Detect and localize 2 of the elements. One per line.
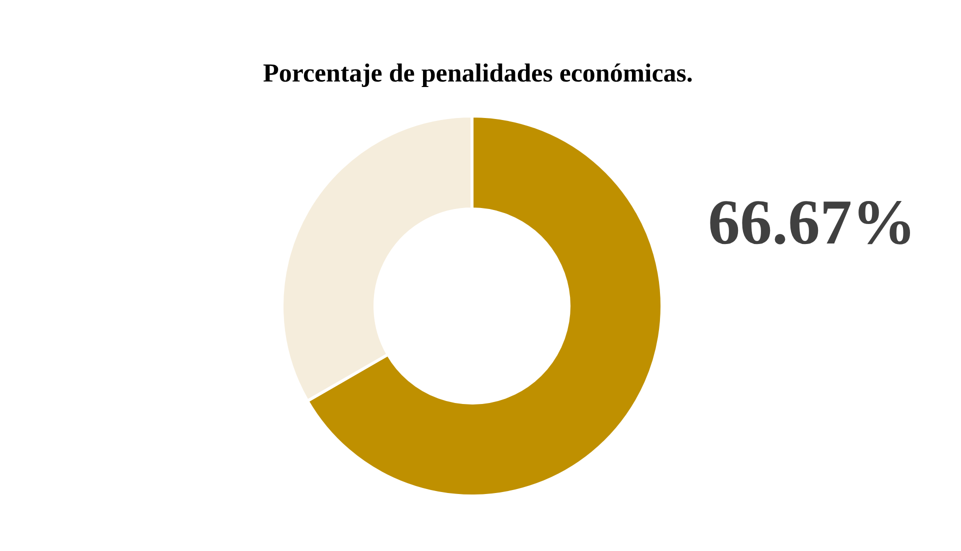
chart-title: Porcentaje de penalidades económicas. bbox=[263, 58, 693, 88]
text: 66.67% bbox=[708, 186, 916, 258]
